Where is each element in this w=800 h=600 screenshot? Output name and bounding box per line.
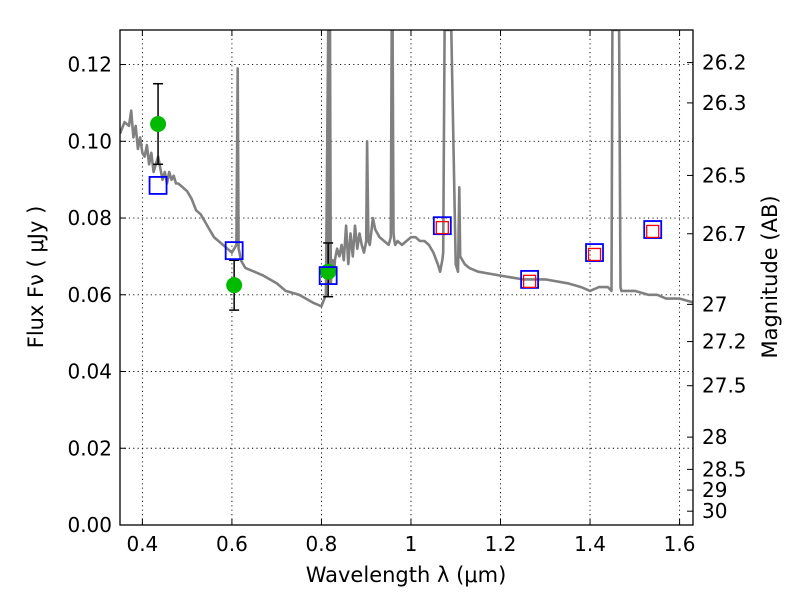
x-axis-title: Wavelength λ (μm) [306, 563, 507, 587]
right-tick-label: 27.2 [702, 330, 747, 354]
x-tick-label: 1 [405, 532, 418, 556]
x-tick-label: 0.4 [126, 532, 158, 556]
model-flux-square [318, 266, 338, 285]
y-tick-label: 0.08 [67, 206, 112, 230]
model-flux-square [224, 241, 244, 261]
right-axis-title: Magnitude (AB) [758, 195, 782, 358]
y-tick-label: 0.00 [67, 513, 112, 537]
right-tick-label: 30 [702, 499, 727, 523]
y-tick-label: 0.06 [67, 283, 112, 307]
points-layer [148, 82, 663, 311]
x-tick-label: 1.2 [485, 532, 517, 556]
x-tick-label: 0.8 [306, 532, 338, 556]
right-tick-label: 29 [702, 478, 727, 502]
x-tick-label: 1.4 [574, 532, 606, 556]
right-tick-label: 26.2 [702, 51, 747, 75]
observed-flux-point [150, 116, 167, 133]
x-tick-label: 1.6 [664, 532, 696, 556]
plot-frame [119, 29, 694, 526]
right-tick-label: 26.7 [702, 222, 747, 246]
x-tick-label: 0.6 [216, 532, 248, 556]
observed-flux-point [320, 263, 337, 280]
right-tick-label: 27 [702, 292, 727, 316]
spectrum-layer [120, 30, 693, 308]
y-tick-label: 0.04 [67, 360, 112, 384]
right-tick-label: 28 [702, 425, 727, 449]
y-tick-label: 0.02 [67, 436, 112, 460]
grid-layer [120, 30, 693, 526]
model-flux-square-inner [587, 247, 602, 262]
model-spectrum-line [120, 30, 693, 308]
right-tick-label: 28.5 [702, 457, 747, 481]
right-tick-label: 26.5 [702, 163, 747, 187]
observed-flux-point [226, 277, 243, 294]
model-flux-square-inner [646, 224, 660, 239]
axes-layer: 0.4 0.6 0.8 1 1.2 1.4 1.6 0.00 0.02 0.04 0.06 0.08 0… [67, 29, 747, 556]
y-tick-label: 0.12 [67, 53, 112, 77]
right-tick-label: 27.5 [702, 374, 747, 398]
model-flux-square-inner [435, 220, 449, 235]
y-tick-label: 0.10 [67, 129, 112, 153]
right-tick-label: 26.3 [702, 91, 747, 115]
model-flux-square [148, 176, 168, 195]
y-axis-title: Flux Fν ( μJy ) [24, 206, 48, 349]
model-flux-square-inner [522, 274, 537, 288]
